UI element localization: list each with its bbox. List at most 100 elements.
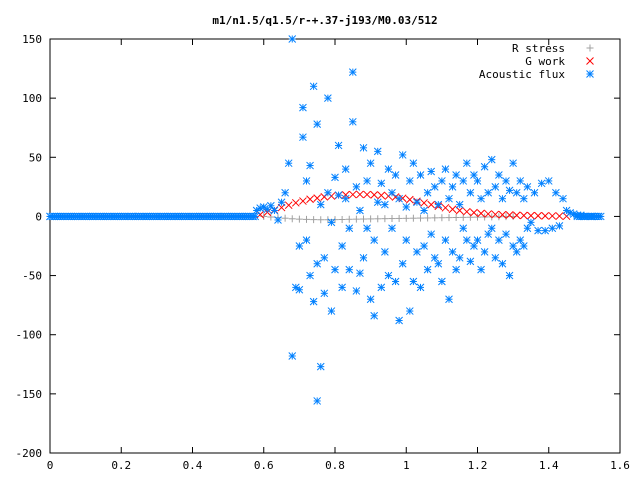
data-point: [484, 210, 493, 218]
data-point: [377, 179, 386, 188]
data-point: [348, 190, 357, 199]
data-point: [541, 211, 550, 220]
data-point: [374, 215, 382, 223]
data-point: [348, 117, 357, 126]
data-point: [306, 271, 314, 280]
data-point: [459, 224, 468, 233]
y-tick-label: 50: [29, 151, 42, 164]
data-point: [284, 201, 293, 210]
x-tick-label: 0.8: [325, 459, 345, 472]
data-point: [505, 271, 514, 280]
y-tick-label: -200: [16, 447, 43, 460]
data-point: [299, 103, 307, 112]
data-point: [341, 194, 350, 203]
data-point: [327, 218, 336, 227]
y-tick-label: -100: [16, 329, 43, 342]
data-point: [452, 213, 460, 221]
data-point: [251, 212, 260, 221]
plot-frame: [49, 38, 621, 454]
data-point: [427, 230, 436, 239]
data-point: [345, 224, 354, 233]
chart-title: m1/n1.5/q1.5/r-+.37-j193/M0.03/512: [212, 14, 437, 27]
data-point: [445, 214, 453, 222]
data-point: [363, 177, 371, 185]
data-point: [495, 213, 503, 221]
data-point: [484, 230, 493, 239]
data-point: [473, 236, 482, 244]
data-point: [384, 165, 393, 173]
data-point: [331, 173, 339, 182]
x-tick-label: 1: [403, 459, 410, 472]
data-point: [470, 208, 478, 217]
x-tick-label: 0.6: [254, 459, 274, 472]
data-point: [356, 269, 364, 278]
data-point: [452, 265, 460, 274]
data-point: [395, 214, 403, 222]
data-point: [302, 236, 311, 244]
data-point: [363, 224, 371, 233]
data-point: [512, 188, 521, 197]
data-point: [381, 200, 389, 209]
data-point: [284, 159, 293, 168]
data-point: [334, 141, 343, 150]
data-point: [306, 161, 314, 170]
data-point: [363, 190, 371, 199]
data-point: [345, 215, 353, 223]
data-point: [462, 236, 471, 244]
data-point: [505, 211, 514, 219]
data-point: [288, 215, 296, 223]
x-tick-label: 1.4: [539, 459, 559, 472]
y-tick-label: 0: [35, 210, 42, 223]
data-point: [377, 191, 386, 200]
data-point: [480, 162, 489, 171]
data-point: [509, 159, 517, 168]
data-point: [373, 147, 382, 156]
legend-marker: [586, 57, 594, 65]
data-point: [316, 200, 325, 209]
data-point: [495, 236, 503, 244]
data-point: [398, 151, 407, 159]
data-point: [477, 194, 485, 203]
data-point: [370, 191, 379, 199]
data-point: [356, 206, 364, 215]
data-point: [534, 211, 542, 220]
data-point: [366, 159, 375, 168]
data-point: [438, 277, 446, 286]
data-point: [324, 94, 332, 102]
data-point: [388, 188, 396, 197]
data-point: [509, 242, 517, 250]
data-point: [487, 224, 496, 233]
axes: 0 0.2 0.4 0.6 0.8 1 1.2 1.4 1.6 -200 -150 -100 -50 0 5…: [16, 33, 630, 472]
data-point: [313, 259, 322, 268]
data-point: [370, 311, 379, 320]
series-acoustic-flux-baseline: [46, 212, 605, 221]
data-point: [338, 216, 346, 224]
data-point: [405, 177, 414, 185]
data-point: [316, 362, 325, 371]
data-point: [448, 248, 457, 256]
data-point: [381, 248, 389, 256]
data-point: [281, 188, 289, 197]
data-point: [402, 214, 410, 222]
data-point: [299, 197, 307, 205]
data-point: [498, 210, 507, 219]
data-point: [434, 259, 443, 268]
data-point: [470, 171, 478, 179]
legend-marker: [586, 44, 594, 52]
data-point: [519, 194, 528, 203]
data-point: [474, 213, 481, 221]
y-tick-label: -150: [16, 388, 43, 401]
data-point: [462, 207, 471, 216]
data-point: [505, 186, 514, 195]
data-point: [291, 198, 300, 207]
data-point: [352, 287, 361, 295]
data-point: [320, 253, 329, 262]
data-point: [402, 236, 411, 244]
data-point: [384, 271, 393, 280]
data-point: [544, 177, 553, 185]
data-point: [341, 191, 350, 199]
data-point: [274, 216, 282, 224]
data-point: [388, 215, 396, 223]
data-point: [313, 194, 322, 202]
